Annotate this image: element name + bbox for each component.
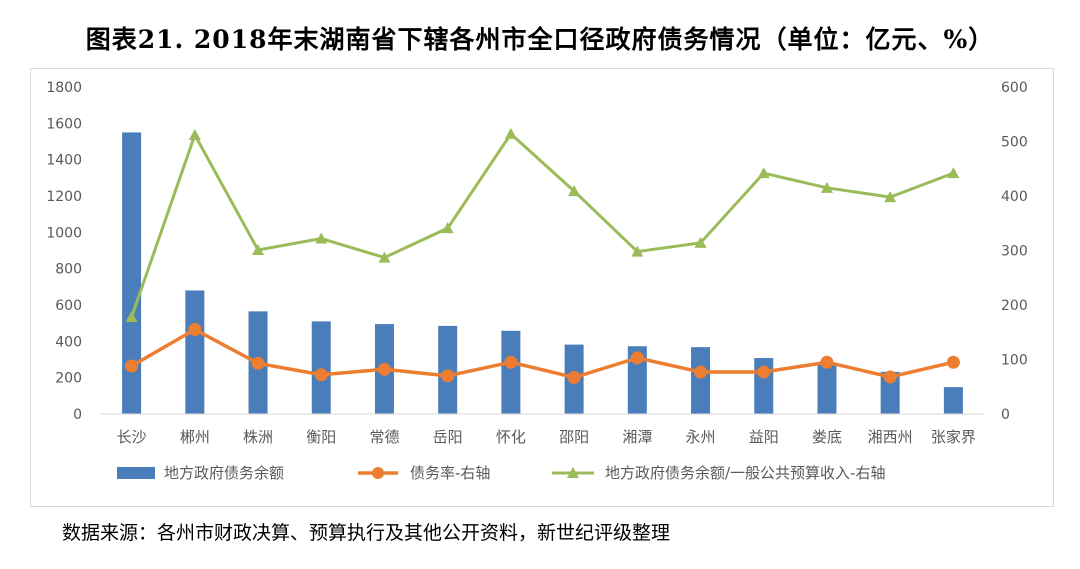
right-tick-label: 600 bbox=[1001, 80, 1028, 96]
debt-rate-point-张家界 bbox=[946, 355, 960, 369]
category-label: 邵阳 bbox=[559, 428, 589, 446]
legend-debt-rate-label: 债务率-右轴 bbox=[410, 464, 490, 482]
left-tick-label: 800 bbox=[55, 262, 82, 278]
left-tick-label: 1400 bbox=[46, 153, 82, 169]
ratio-point-岳阳 bbox=[441, 222, 454, 234]
category-label: 湘潭 bbox=[622, 428, 652, 446]
bar-湘潭 bbox=[627, 346, 647, 414]
legend-ratio-marker bbox=[567, 467, 579, 478]
left-axis-ticks: 0 200 400 600 800 1000 1200 1400 1600 1800 bbox=[46, 80, 82, 423]
debt-rate-point-永州 bbox=[694, 365, 708, 379]
category-label: 株洲 bbox=[243, 428, 273, 446]
left-tick-label: 400 bbox=[55, 334, 82, 350]
ratio-point-娄底 bbox=[820, 181, 833, 193]
category-label: 永州 bbox=[686, 428, 716, 446]
category-label: 郴州 bbox=[180, 428, 210, 446]
debt-rate-point-郴州 bbox=[188, 323, 202, 337]
category-label: 娄底 bbox=[812, 428, 842, 446]
ratio-point-长沙 bbox=[125, 310, 138, 322]
category-label: 岳阳 bbox=[433, 428, 463, 446]
legend-ratio-label: 地方政府债务余额/一般公共预算收入-右轴 bbox=[605, 464, 885, 482]
ratio-point-衡阳 bbox=[315, 232, 328, 244]
debt-rate-point-岳阳 bbox=[441, 369, 455, 383]
category-label: 益阳 bbox=[749, 428, 779, 446]
debt-rate-line bbox=[130, 327, 954, 380]
ratio-point-郴州 bbox=[188, 128, 201, 140]
source-note: 数据来源：各州市财政决算、预算执行及其他公开资料，新世纪评级整理 bbox=[62, 522, 671, 544]
bar-郴州 bbox=[185, 290, 205, 414]
debt-rate-series bbox=[125, 323, 960, 384]
debt-rate-point-株洲 bbox=[251, 356, 265, 370]
bar-湘西州 bbox=[880, 371, 900, 414]
ratio-point-株洲 bbox=[252, 243, 265, 255]
category-label: 张家界 bbox=[931, 428, 976, 446]
right-tick-label: 100 bbox=[1001, 353, 1028, 369]
category-label: 长沙 bbox=[117, 428, 147, 446]
bar-series bbox=[122, 132, 963, 414]
ratio-point-邵阳 bbox=[568, 185, 581, 197]
category-label: 衡阳 bbox=[306, 428, 336, 446]
ratio-point-怀化 bbox=[504, 127, 517, 139]
chart-frame bbox=[30, 68, 1054, 507]
left-tick-label: 1600 bbox=[46, 116, 82, 132]
ratio-point-益阳 bbox=[757, 167, 770, 179]
debt-rate-point-益阳 bbox=[757, 365, 771, 379]
ratio-point-永州 bbox=[694, 236, 707, 248]
ratio-series bbox=[125, 127, 960, 322]
left-tick-label: 600 bbox=[55, 298, 82, 314]
right-axis-ticks: 0 100 200 300 400 500 600 bbox=[1001, 80, 1028, 423]
category-label: 怀化 bbox=[496, 428, 526, 446]
debt-rate-point-湘潭 bbox=[630, 351, 644, 365]
left-tick-label: 0 bbox=[73, 407, 82, 423]
bar-长沙 bbox=[122, 132, 142, 414]
ratio-line bbox=[130, 131, 954, 318]
chart-title: 图表21. 2018年末湖南省下辖各州市全口径政府债务情况（单位：亿元、%） bbox=[85, 25, 995, 54]
legend: 地方政府债务余额 债务率-右轴 地方政府债务余额/一般公共预算收入-右轴 bbox=[117, 464, 885, 482]
debt-rate-point-怀化 bbox=[504, 355, 518, 369]
debt-rate-point-湘西州 bbox=[883, 370, 897, 384]
right-tick-label: 500 bbox=[1001, 135, 1028, 151]
left-tick-label: 200 bbox=[55, 371, 82, 387]
category-labels: 长沙 郴州 株洲 衡阳 常德 岳阳 怀化 邵阳 湘潭 永州 益阳 娄底 湘西州 张家界 bbox=[117, 428, 976, 446]
left-tick-label: 1800 bbox=[46, 80, 82, 96]
debt-rate-point-邵阳 bbox=[567, 370, 581, 384]
bar-张家界 bbox=[943, 387, 963, 414]
bar-娄底 bbox=[817, 363, 837, 414]
ratio-point-常德 bbox=[378, 251, 391, 263]
right-tick-label: 300 bbox=[1001, 244, 1028, 260]
right-tick-label: 400 bbox=[1001, 189, 1028, 205]
left-tick-label: 1200 bbox=[46, 189, 82, 205]
legend-debt-rate-marker bbox=[372, 467, 384, 479]
bar-衡阳 bbox=[311, 321, 331, 414]
right-tick-label: 200 bbox=[1001, 298, 1028, 314]
debt-rate-point-常德 bbox=[377, 362, 391, 376]
legend-bar-label: 地方政府债务余额 bbox=[164, 464, 284, 482]
debt-rate-point-娄底 bbox=[820, 355, 834, 369]
bar-永州 bbox=[691, 347, 711, 414]
category-label: 常德 bbox=[369, 428, 399, 446]
category-label: 湘西州 bbox=[868, 428, 913, 446]
left-tick-label: 1000 bbox=[46, 225, 82, 241]
ratio-point-湘西州 bbox=[884, 191, 897, 203]
debt-rate-point-长沙 bbox=[125, 359, 139, 373]
ratio-point-张家界 bbox=[947, 167, 960, 179]
debt-rate-point-衡阳 bbox=[314, 368, 328, 382]
right-tick-label: 0 bbox=[1001, 407, 1010, 423]
ratio-point-湘潭 bbox=[631, 245, 644, 257]
legend-bar-swatch bbox=[117, 467, 155, 479]
bar-怀化 bbox=[501, 330, 521, 414]
